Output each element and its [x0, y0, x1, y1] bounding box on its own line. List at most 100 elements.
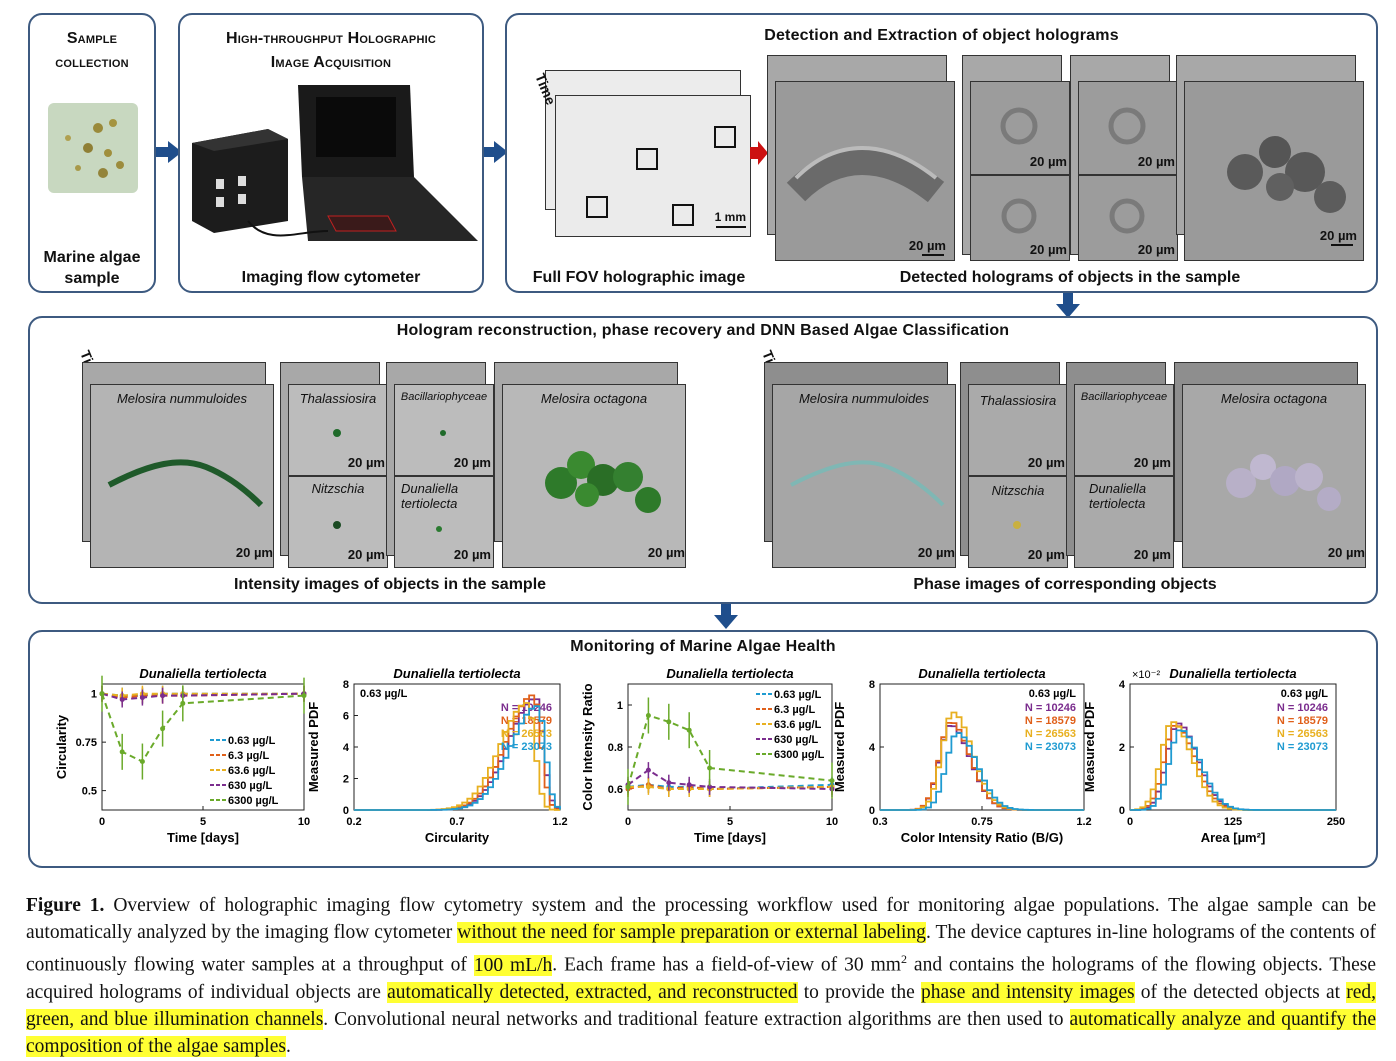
fov-scalebar — [716, 226, 746, 228]
caption-text: Overview of holographic imaging flow cyt… — [26, 895, 1376, 943]
data-point — [666, 780, 672, 786]
y-tick-label: 0 — [869, 805, 875, 817]
data-point — [139, 695, 145, 701]
series-line — [101, 692, 304, 697]
x-tick-label: 0 — [1127, 816, 1133, 828]
species-label-dunaliella: Dunaliella — [1089, 481, 1147, 496]
detected-object-box — [586, 196, 608, 218]
species-label-melosira-octagona: Melosira octagona — [540, 391, 648, 406]
flow-arrow-2-stem — [484, 147, 496, 157]
x-tick-label: 0.2 — [346, 816, 361, 828]
scalebar-label: 20 µm — [235, 545, 273, 560]
data-point — [686, 727, 692, 733]
data-point — [160, 693, 166, 699]
marine-algae-photo — [48, 103, 138, 193]
fov-scalebar-label: 1 mm — [714, 210, 746, 224]
legend-label: 0.63 µg/L — [228, 735, 276, 747]
flow-arrow-4-stem — [721, 604, 731, 616]
plot-area — [1129, 683, 1337, 811]
species-label-melosira-nummuloides: Melosira nummuloides — [116, 391, 248, 406]
y-tick-label: 0.8 — [608, 742, 623, 754]
sample-label-line1: Marine algae — [43, 249, 141, 266]
scalebar-label: 20 µm — [453, 455, 491, 470]
x-tick-label: 5 — [200, 816, 206, 828]
caption-highlight: automatically detected, extracted, and r… — [387, 981, 798, 1003]
caption-label: Figure 1. — [26, 895, 105, 916]
sample-collection-panel: Sample collection Marine algae sample — [28, 13, 156, 293]
species-label-dunaliella: Dunaliella — [401, 481, 459, 496]
distribution-curve — [1130, 729, 1336, 811]
y-tick-label: 0 — [1119, 805, 1125, 817]
plot-area — [627, 683, 833, 811]
y-axis-label: Measured PDF — [1082, 702, 1097, 792]
legend-label: 630 µg/L — [228, 780, 273, 792]
legend-title: 0.63 µg/L — [1281, 688, 1329, 700]
intensity-frame: Melosira octagona 20 µm — [502, 384, 686, 568]
x-tick-label: 10 — [298, 816, 310, 828]
legend-label: 6.3 µg/L — [774, 704, 815, 716]
scalebar-label: 20 µm — [1027, 547, 1065, 562]
scalebar-label: 20 µm — [1029, 154, 1067, 169]
species-label-bacillariophyceae: Bacillariophyceae — [1080, 391, 1168, 403]
x-axis-label: Area [µm²] — [1201, 830, 1266, 845]
x-tick-label: 1.2 — [552, 816, 567, 828]
chart-title: Dunaliella tertiolecta — [918, 666, 1045, 681]
chart-title: Dunaliella tertiolecta — [666, 666, 793, 681]
phase-frame: Bacillariophyceae 20 µm — [1074, 384, 1174, 476]
hologram-filament-graphic — [786, 146, 945, 203]
detection-panel: Detection and Extraction of object holog… — [505, 13, 1378, 293]
flow-arrow-3-icon — [1056, 304, 1080, 318]
y-axis-label: Measured PDF — [306, 702, 321, 792]
algae-cells-graphic — [65, 119, 124, 178]
y-axis-label: Circularity — [54, 714, 69, 779]
y-tick-label: 1 — [617, 700, 623, 712]
legend-label: 63.6 µg/L — [774, 719, 822, 731]
red-arrow-icon — [750, 141, 768, 165]
legend-label: 63.6 µg/L — [228, 765, 276, 777]
y-tick-label: 6 — [343, 711, 349, 723]
y-tick-label: 4 — [1119, 679, 1126, 691]
data-point — [160, 726, 166, 732]
data-point — [119, 697, 125, 703]
x-tick-label: 250 — [1327, 816, 1345, 828]
detected-object-box — [714, 126, 736, 148]
data-point — [139, 759, 145, 765]
fov-frame-front: 1 mm — [555, 95, 751, 237]
data-point — [707, 765, 713, 771]
y-tick-label: 0 — [343, 805, 349, 817]
y-tick-label: 0.5 — [82, 786, 97, 798]
caption-text: . Each frame has a field-of-view of 30 m… — [552, 954, 901, 976]
data-point — [645, 784, 651, 790]
data-point — [180, 700, 186, 706]
legend-label: 6.3 µg/L — [228, 750, 269, 762]
distribution-curve — [880, 732, 1084, 811]
x-tick-label: 0.7 — [449, 816, 464, 828]
y-tick-label: 0.6 — [608, 784, 623, 796]
chart-title: Dunaliella tertiolecta — [139, 666, 266, 681]
legend-title: 0.63 µg/L — [1029, 688, 1077, 700]
reconstruction-panel: Hologram reconstruction, phase recovery … — [28, 316, 1378, 604]
y-tick-label: 2 — [1119, 742, 1125, 754]
species-label-nitzschia: Nitzschia — [311, 481, 365, 496]
scalebar-label: 20 µm — [647, 545, 685, 560]
y-tick-label: 8 — [343, 679, 349, 691]
legend-label: N = 18579 — [1025, 715, 1076, 727]
species-label-nitzschia: Nitzschia — [991, 483, 1045, 498]
y-tick-label: 2 — [343, 774, 349, 786]
flow-arrow-4-icon — [714, 615, 738, 629]
scalebar-label: 20 µm — [1319, 228, 1357, 243]
caption-highlight: phase and intensity images — [920, 981, 1135, 1003]
legend-label: N = 23073 — [1277, 741, 1328, 753]
scalebar-label: 20 µm — [917, 545, 955, 560]
y-axis-label: Color Intensity Ratio — [580, 683, 595, 810]
fov-label: Full FOV holographic image — [532, 269, 746, 286]
legend-label: N = 26563 — [1025, 728, 1076, 740]
caption-text: and contains the holograms of the flowin… — [26, 954, 1376, 1003]
data-point — [625, 784, 631, 790]
hologram-frame: 20 µm — [775, 81, 955, 261]
data-point — [707, 784, 713, 790]
data-point — [686, 782, 692, 788]
legend-label: N = 23073 — [1025, 741, 1076, 753]
species-label-bacillariophyceae: Bacillariophyceae — [400, 391, 488, 403]
legend-label: 0.63 µg/L — [774, 689, 822, 701]
